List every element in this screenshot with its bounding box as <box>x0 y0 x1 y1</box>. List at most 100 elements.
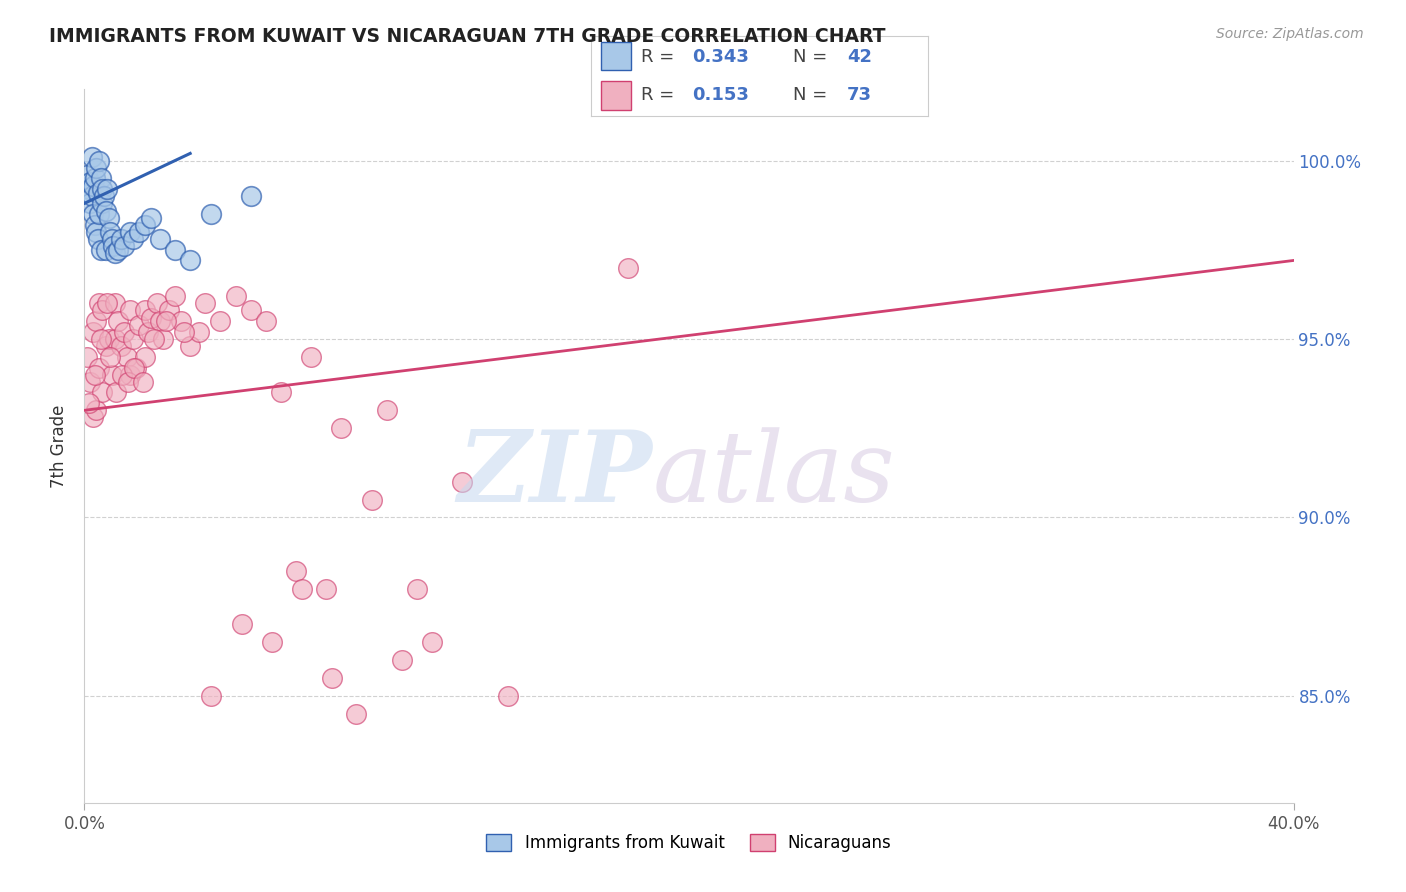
Point <box>179 339 201 353</box>
Point <box>118 368 141 382</box>
Point <box>260 635 283 649</box>
Point <box>82 410 104 425</box>
Point <box>87 186 110 200</box>
Point <box>200 207 222 221</box>
Point <box>105 385 128 400</box>
Point <box>134 303 156 318</box>
Text: Source: ZipAtlas.com: Source: ZipAtlas.com <box>1216 27 1364 41</box>
Point <box>80 150 103 164</box>
Point <box>270 385 292 400</box>
Point <box>101 239 124 253</box>
Point <box>90 332 112 346</box>
Point <box>104 296 127 310</box>
Point <box>132 375 155 389</box>
Point <box>118 303 141 318</box>
Text: R =: R = <box>641 47 675 65</box>
Text: ZIP: ZIP <box>458 426 652 523</box>
Point <box>179 253 201 268</box>
Point <box>98 225 121 239</box>
Text: atlas: atlas <box>652 427 896 522</box>
Point <box>90 171 112 186</box>
Point <box>112 325 135 339</box>
Point <box>155 314 177 328</box>
Point <box>139 310 162 325</box>
Point <box>406 582 429 596</box>
Point <box>76 350 98 364</box>
Point <box>254 314 277 328</box>
Point <box>93 189 115 203</box>
Point <box>118 225 141 239</box>
Point <box>291 582 314 596</box>
Point <box>225 289 247 303</box>
Point <box>121 232 143 246</box>
Point <box>617 260 640 275</box>
Point <box>100 232 122 246</box>
Point <box>96 296 118 310</box>
Point <box>84 218 107 232</box>
Point <box>299 350 322 364</box>
Text: N =: N = <box>793 47 827 65</box>
Text: R =: R = <box>641 87 675 104</box>
Text: N =: N = <box>793 87 827 104</box>
Point <box>136 325 159 339</box>
Point <box>391 653 413 667</box>
Point <box>89 153 111 168</box>
Point <box>146 296 169 310</box>
Point <box>80 189 103 203</box>
Text: 0.343: 0.343 <box>692 47 748 65</box>
Point <box>96 182 118 196</box>
Point <box>82 325 104 339</box>
Point <box>375 403 398 417</box>
Point <box>86 314 108 328</box>
Point <box>97 211 120 225</box>
Point <box>231 617 253 632</box>
Point <box>100 368 122 382</box>
Point <box>98 350 121 364</box>
Point <box>157 303 180 318</box>
Point <box>97 332 120 346</box>
Point <box>79 196 101 211</box>
Point <box>165 243 187 257</box>
Point <box>117 375 139 389</box>
Point <box>315 582 337 596</box>
Point <box>110 232 132 246</box>
Text: 0.153: 0.153 <box>692 87 748 104</box>
Point <box>89 296 111 310</box>
Point <box>77 182 100 196</box>
Point <box>89 207 111 221</box>
Point <box>84 368 107 382</box>
Point <box>91 196 114 211</box>
Point <box>134 350 156 364</box>
Point <box>152 332 174 346</box>
Point <box>94 339 117 353</box>
Point <box>115 350 138 364</box>
Point <box>94 203 117 218</box>
Point <box>76 168 98 182</box>
Point <box>125 360 148 375</box>
Point <box>77 396 100 410</box>
Point <box>188 325 211 339</box>
Point <box>82 178 104 193</box>
Point <box>142 332 165 346</box>
Point <box>149 314 172 328</box>
Point <box>91 303 114 318</box>
Point <box>86 161 108 175</box>
Point <box>91 385 114 400</box>
Point <box>139 211 162 225</box>
Y-axis label: 7th Grade: 7th Grade <box>51 404 69 488</box>
Point <box>173 325 195 339</box>
Point <box>121 332 143 346</box>
Point <box>346 706 368 721</box>
Point <box>104 332 127 346</box>
Point <box>82 207 104 221</box>
Point <box>91 182 114 196</box>
Point <box>107 314 129 328</box>
Point <box>360 492 382 507</box>
Point <box>239 303 262 318</box>
Point <box>496 689 519 703</box>
Point <box>330 421 353 435</box>
Point <box>86 403 108 417</box>
Text: 42: 42 <box>846 47 872 65</box>
Point <box>165 289 187 303</box>
Point <box>79 375 101 389</box>
